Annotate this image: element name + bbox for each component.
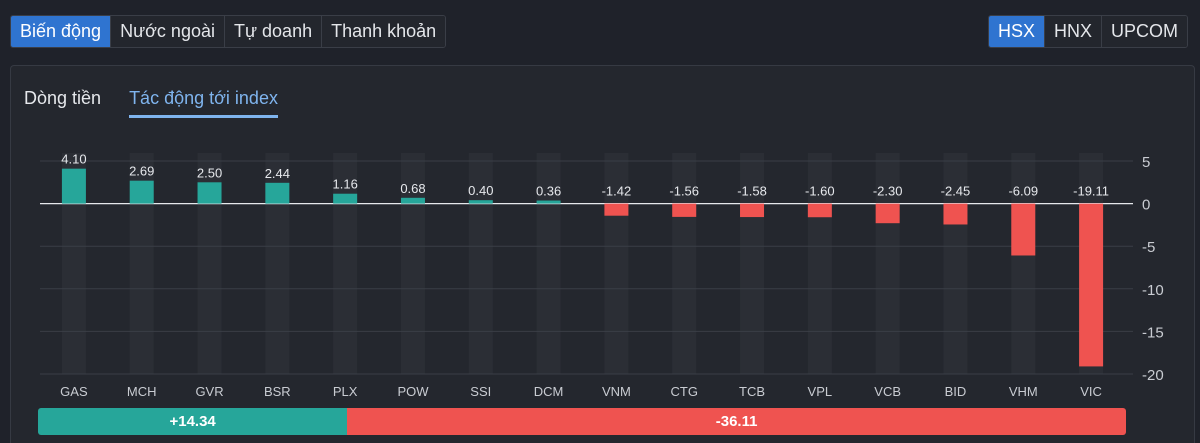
x-tick-label: POW	[397, 384, 429, 399]
bar-pow[interactable]	[400, 197, 425, 204]
category-band	[672, 153, 697, 374]
sub-tab-group: Dòng tiền Tác động tới index	[24, 88, 278, 118]
bar-tcb[interactable]	[740, 203, 765, 218]
value-label: 4.10	[61, 152, 86, 167]
y-tick-label: 0	[1142, 197, 1150, 214]
x-tick-label: VCB	[874, 384, 901, 399]
value-label: -2.45	[941, 184, 971, 199]
bar-vcb[interactable]	[875, 203, 900, 224]
negative-total-segment: -36.11	[347, 408, 1126, 435]
bar-gvr[interactable]	[197, 182, 222, 204]
value-label: -1.56	[669, 184, 699, 199]
bar-vhm[interactable]	[1011, 203, 1036, 256]
tab-bien-dong[interactable]: Biến động	[11, 16, 111, 47]
tab-thanh-khoan[interactable]: Thanh khoản	[321, 16, 446, 47]
x-tick-label: TCB	[739, 384, 765, 399]
tab-tu-doanh[interactable]: Tự doanh	[223, 16, 322, 47]
positive-total-label: +14.34	[169, 413, 216, 430]
category-band	[807, 153, 832, 374]
value-label: 2.50	[197, 165, 222, 180]
x-tick-label: PLX	[333, 384, 358, 399]
category-band	[740, 153, 765, 374]
bar-vnm[interactable]	[604, 203, 629, 216]
category-band	[1011, 153, 1036, 374]
bar-bsr[interactable]	[265, 182, 290, 204]
y-tick-label: -10	[1142, 282, 1164, 299]
value-label: -19.11	[1073, 184, 1109, 199]
value-label: -6.09	[1008, 184, 1038, 199]
bar-bid[interactable]	[943, 203, 968, 225]
value-label: -1.60	[805, 184, 835, 199]
subtab-dong-tien[interactable]: Dòng tiền	[24, 88, 102, 108]
x-tick-label: VHM	[1009, 384, 1038, 399]
value-label: 2.69	[129, 164, 154, 179]
exchange-tab-group: HSX HNX UPCOM	[987, 15, 1188, 48]
category-band	[604, 153, 629, 374]
y-tick-label: 5	[1142, 154, 1150, 171]
category-band	[468, 153, 493, 374]
x-tick-label: MCH	[127, 384, 157, 399]
value-label: 0.36	[536, 184, 561, 199]
positive-total-segment: +14.34	[38, 408, 348, 435]
category-band	[536, 153, 561, 374]
y-tick-label: -5	[1142, 239, 1155, 256]
value-label: 1.16	[333, 177, 358, 192]
exchange-tab-hnx[interactable]: HNX	[1043, 16, 1101, 47]
summary-bar: +14.34 -36.11	[38, 408, 1126, 435]
tab-nuoc-ngoai[interactable]: Nước ngoài	[110, 16, 224, 47]
value-label: 0.68	[400, 181, 425, 196]
bar-ssi[interactable]	[468, 200, 493, 204]
bar-mch[interactable]	[129, 180, 154, 204]
x-tick-label: CTG	[670, 384, 697, 399]
value-label: -2.30	[873, 184, 903, 199]
exchange-tab-hsx[interactable]: HSX	[988, 16, 1044, 47]
x-tick-label: VIC	[1080, 384, 1102, 399]
category-band	[333, 153, 358, 374]
y-tick-label: -15	[1142, 324, 1164, 341]
bar-dcm[interactable]	[536, 200, 561, 204]
x-tick-label: GVR	[195, 384, 223, 399]
bar-plx[interactable]	[333, 193, 358, 204]
bar-ctg[interactable]	[672, 203, 697, 217]
x-tick-label: VPL	[808, 384, 833, 399]
bar-gas[interactable]	[61, 168, 86, 204]
value-label: -1.58	[737, 184, 767, 199]
category-band	[400, 153, 425, 374]
category-band	[943, 153, 968, 374]
exchange-tab-upcom[interactable]: UPCOM	[1101, 16, 1187, 47]
x-tick-label: SSI	[470, 384, 491, 399]
subtab-tac-dong-toi-index[interactable]: Tác động tới index	[129, 88, 278, 118]
x-tick-label: BSR	[264, 384, 291, 399]
x-tick-label: DCM	[534, 384, 564, 399]
negative-total-label: -36.11	[715, 413, 758, 430]
x-tick-label: BID	[945, 384, 967, 399]
value-label: -1.42	[602, 184, 632, 199]
main-tab-group: Biến động Nước ngoài Tự doanh Thanh khoản	[10, 15, 447, 48]
value-label: 0.40	[468, 183, 493, 198]
value-label: 2.44	[265, 166, 290, 181]
x-tick-label: GAS	[60, 384, 88, 399]
category-band	[875, 153, 900, 374]
bar-vpl[interactable]	[807, 203, 832, 218]
y-tick-label: -20	[1142, 367, 1164, 384]
bar-vic[interactable]	[1079, 203, 1104, 367]
index-impact-chart: 5 0 -5 -10 -15 -20 4.10 GAS 2.69 MCH 2.50 GVR 2.44 BS…	[40, 152, 1164, 399]
x-tick-label: VNM	[602, 384, 631, 399]
